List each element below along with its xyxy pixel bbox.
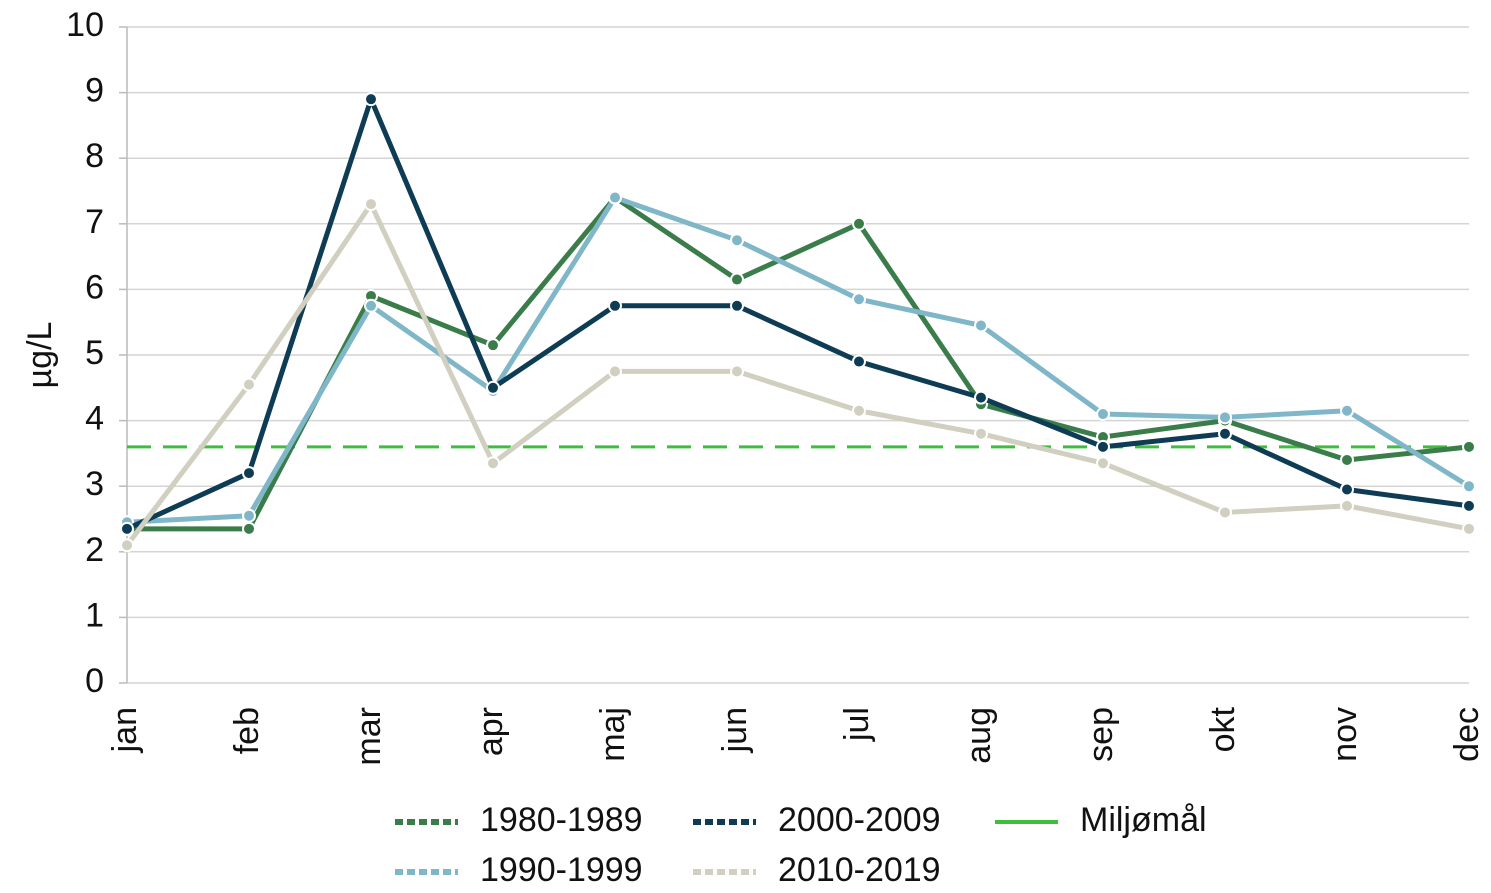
data-point <box>1462 479 1476 494</box>
data-point <box>242 466 256 481</box>
data-point <box>730 298 744 313</box>
data-point <box>852 354 866 369</box>
series-line <box>125 201 1470 547</box>
y-axis-label: µg/L <box>21 322 59 389</box>
data-point <box>242 508 256 523</box>
data-point <box>1218 505 1232 520</box>
data-point <box>608 298 622 313</box>
data-point <box>486 380 500 395</box>
y-tick-label: 10 <box>66 6 104 44</box>
data-point <box>852 403 866 418</box>
data-point <box>1340 482 1354 497</box>
x-tick-label: maj <box>594 707 632 762</box>
data-point <box>1340 452 1354 467</box>
data-point <box>1096 439 1110 454</box>
x-tick-label: okt <box>1204 706 1242 752</box>
data-point <box>730 272 744 287</box>
data-point <box>852 292 866 307</box>
y-tick-label: 6 <box>85 268 104 306</box>
data-point <box>608 190 622 205</box>
y-tick-label: 1 <box>85 596 104 634</box>
data-point <box>486 338 500 353</box>
legend-label: Miljømål <box>1080 801 1207 839</box>
x-tick-label: nov <box>1326 707 1364 762</box>
legend-label: 1980-1989 <box>480 801 643 839</box>
data-point <box>974 426 988 441</box>
data-point <box>1340 403 1354 418</box>
x-tick-label: feb <box>228 707 266 754</box>
y-tick-label: 7 <box>85 203 104 241</box>
data-point <box>852 216 866 231</box>
series-line <box>126 195 1471 525</box>
data-point <box>364 92 378 107</box>
y-tick-label: 9 <box>85 72 104 110</box>
series-line <box>125 96 1470 532</box>
data-point <box>1462 439 1476 454</box>
y-tick-label: 5 <box>85 334 104 372</box>
legend-label: 2010-2019 <box>778 851 941 889</box>
x-tick-label: jan <box>106 707 144 753</box>
x-tick-label: aug <box>960 707 998 764</box>
data-point <box>974 318 988 333</box>
data-point <box>120 521 134 536</box>
data-point <box>242 521 256 536</box>
data-point <box>120 538 134 553</box>
data-point <box>1096 456 1110 471</box>
series-line <box>127 195 1470 532</box>
x-tick-label: sep <box>1082 707 1120 762</box>
y-tick-label: 0 <box>85 662 104 700</box>
data-point <box>1218 410 1232 425</box>
data-point <box>974 390 988 405</box>
data-point <box>364 298 378 313</box>
x-tick-label: apr <box>472 707 510 756</box>
x-tick-label: jun <box>716 707 754 753</box>
x-tick-label: mar <box>350 707 388 766</box>
data-point <box>608 364 622 379</box>
y-tick-label: 2 <box>85 531 104 569</box>
x-tick-label: jul <box>838 707 876 742</box>
legend-label: 2000-2009 <box>778 801 941 839</box>
data-point <box>1218 426 1232 441</box>
data-point <box>364 197 378 212</box>
y-tick-label: 3 <box>85 465 104 503</box>
data-point <box>1340 498 1354 513</box>
data-point <box>242 377 256 392</box>
data-point <box>1462 498 1476 513</box>
data-point <box>730 233 744 248</box>
data-point <box>1096 407 1110 422</box>
data-point <box>486 456 500 471</box>
data-point <box>730 364 744 379</box>
y-tick-label: 8 <box>85 137 104 175</box>
y-tick-label: 4 <box>85 400 104 438</box>
x-tick-label: dec <box>1448 707 1486 762</box>
legend-label: 1990-1999 <box>480 851 643 889</box>
data-point <box>1462 521 1476 536</box>
